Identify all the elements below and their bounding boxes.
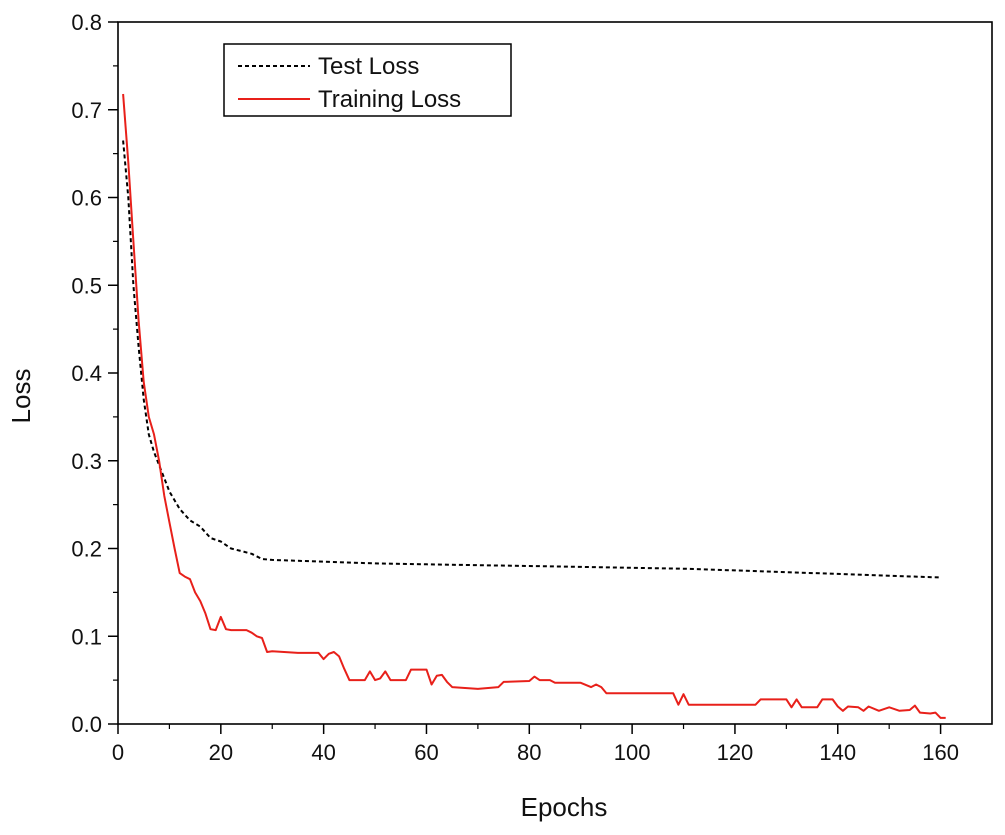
x-tick-label: 20 bbox=[209, 740, 233, 765]
x-axis-title: Epochs bbox=[521, 792, 608, 822]
legend-box bbox=[223, 43, 512, 117]
legend-training-loss-label: Training Loss bbox=[318, 86, 461, 113]
y-tick-label: 0.2 bbox=[71, 537, 102, 562]
y-tick-label: 0.8 bbox=[71, 10, 102, 35]
x-tick-label: 140 bbox=[819, 740, 856, 765]
y-tick-label: 0.6 bbox=[71, 186, 102, 211]
x-tick-label: 120 bbox=[717, 740, 754, 765]
x-tick-label: 100 bbox=[614, 740, 651, 765]
y-tick-label: 0.5 bbox=[71, 273, 102, 298]
x-tick-label: 160 bbox=[922, 740, 959, 765]
plot-border bbox=[117, 21, 993, 725]
series-line-training-loss bbox=[122, 93, 946, 719]
tick-layer: 0 20 40 60 80 100 120 140 160 0.0 0.1 0.2 0.3 0.4 0.5 0… bbox=[71, 10, 959, 765]
y-tick-label: 0.1 bbox=[71, 624, 102, 649]
x-tick-label: 40 bbox=[311, 740, 335, 765]
plot-frame bbox=[117, 21, 993, 725]
x-tick-label: 60 bbox=[414, 740, 438, 765]
y-tick-label: 0.3 bbox=[71, 449, 102, 474]
series-line-test-loss bbox=[122, 140, 941, 579]
x-tick-label: 0 bbox=[112, 740, 124, 765]
series-layer bbox=[122, 93, 946, 719]
legend-test-loss-label: Test Loss bbox=[318, 53, 419, 80]
legend: Test Loss Training Loss bbox=[223, 43, 512, 117]
y-tick-label: 0.7 bbox=[71, 98, 102, 123]
y-tick-label: 0.4 bbox=[71, 361, 102, 386]
y-tick-label: 0.0 bbox=[71, 712, 102, 737]
x-tick-label: 80 bbox=[517, 740, 541, 765]
y-axis-title: Loss bbox=[6, 369, 36, 424]
